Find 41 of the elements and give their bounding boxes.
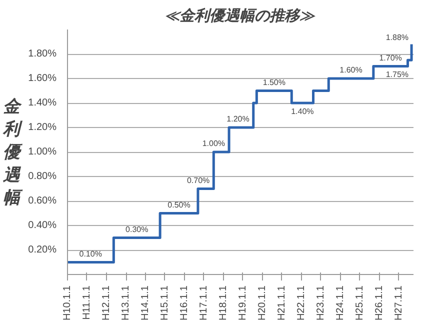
data-label: 1.00%	[202, 139, 226, 148]
x-tick-label: H18.1.1	[218, 285, 229, 321]
x-tick-label: H20.1.1	[256, 285, 268, 321]
y-tick-label: 1.80%	[28, 48, 57, 60]
y-tick-label: 1.00%	[28, 146, 57, 158]
x-tick-label: H23.1.1	[315, 285, 326, 321]
data-label: 0.50%	[168, 200, 190, 210]
data-label: 1.40%	[291, 107, 314, 116]
x-tick-label: H12.1.1	[100, 285, 112, 321]
x-tick-label: H25.1.1	[354, 285, 366, 321]
x-tick-label: H16.1.1	[178, 285, 190, 321]
y-tick-label: 1.20%	[28, 122, 57, 133]
y-tick-label: 0.80%	[28, 171, 57, 182]
y-tick-label: 1.60%	[28, 73, 57, 84]
y-tick-label: 0.20%	[28, 244, 57, 256]
data-label: 0.70%	[186, 176, 210, 185]
data-label: 1.75%	[386, 70, 409, 80]
x-tick-label: H26.1.1	[374, 285, 385, 321]
y-tick-label: 0.60%	[28, 196, 57, 206]
x-tick-label: H14.1.1	[140, 285, 151, 321]
chart-title: ≪金利優遇幅の推移≫	[164, 8, 316, 24]
y-axis-title: 金利優遇幅	[2, 96, 24, 208]
data-label: 1.20%	[226, 114, 250, 124]
x-tick-label: H19.1.1	[237, 285, 248, 321]
x-tick-label: H13.1.1	[120, 285, 132, 321]
x-tick-label: H27.1.1	[393, 285, 404, 321]
x-tick-label: H15.1.1	[159, 285, 170, 321]
x-tick-label: H22.1.1	[296, 285, 307, 321]
data-label: 0.30%	[126, 224, 148, 234]
x-tick-label: H21.1.1	[276, 285, 288, 321]
data-label: 1.50%	[262, 78, 286, 87]
data-label: 0.10%	[79, 249, 102, 258]
y-tick-label: 1.40%	[28, 98, 57, 108]
y-tick-label: 0.40%	[28, 220, 57, 231]
data-label: 1.60%	[340, 66, 362, 74]
x-tick-label: H11.1.1	[81, 285, 92, 320]
data-label: 1.70%	[379, 53, 402, 62]
x-tick-label: H24.1.1	[334, 285, 346, 321]
x-tick-label: H10.1.1	[62, 285, 73, 321]
x-tick-label: H17.1.1	[198, 285, 210, 321]
data-label: 1.88%	[386, 33, 409, 42]
